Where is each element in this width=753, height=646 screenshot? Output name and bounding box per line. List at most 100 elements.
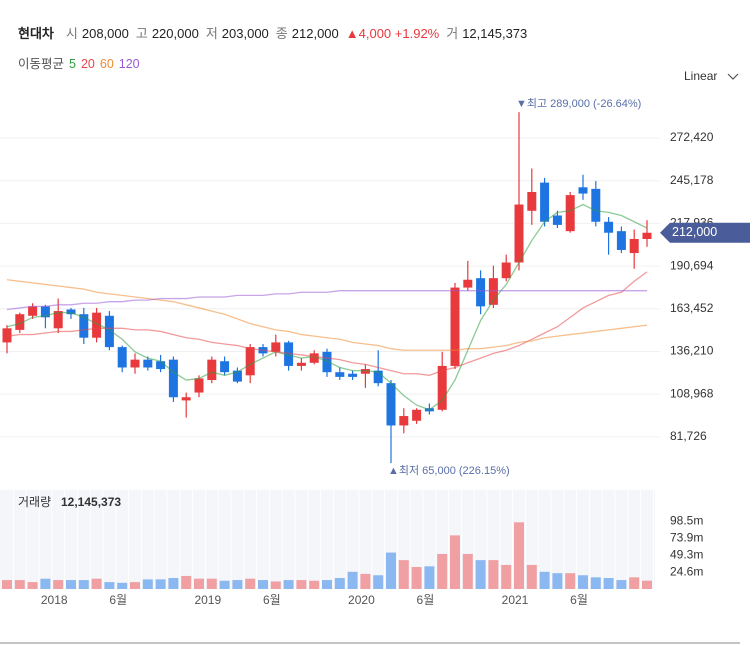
candle-body [104,315,114,348]
quote-value: 203,000 [221,26,269,41]
x-tick-label: 2019 [194,593,221,607]
volume-bar [53,580,64,589]
candle-body [412,409,422,421]
candle-body [578,187,588,194]
legend-title: 이동평균 [18,57,65,71]
moving-average-line [6,271,648,376]
quote-value: 12,145,373 [462,26,528,41]
candle-body [642,232,652,239]
y-tick-label: 163,452 [670,301,714,315]
volume-bar [398,560,409,589]
candle-body [79,314,89,338]
candle-body [437,365,447,410]
quote-label: 시 [65,26,78,41]
y-tick-label: 136,210 [670,344,714,358]
volume-bar [130,582,140,589]
volume-bar [462,553,473,589]
legend-entry: 20 [80,57,95,71]
volume-bar [565,573,576,589]
scale-menu-chevron[interactable] [727,73,739,80]
volume-bar [642,580,652,589]
volume-bar [501,564,512,589]
candle-body [207,359,217,381]
scale-menu[interactable]: Linear [684,69,717,83]
candle-body [629,238,639,254]
y-tick-label: 272,420 [670,130,714,144]
volume-bar [514,522,524,589]
candle-body [463,279,473,288]
y-tick-label: 108,968 [670,386,714,400]
candle-body [565,195,575,232]
volume-bar [629,577,640,589]
candle-body [143,359,153,368]
x-tick-label: 2018 [41,593,68,607]
volume-bar [347,571,358,589]
candle-body [360,369,370,374]
x-tick-label: 6월 [570,593,588,607]
volume-bar [283,580,294,589]
volume-bar [296,580,307,589]
candle-body [296,362,306,366]
candle-body [245,347,255,376]
y-tick-label: 190,694 [670,258,714,272]
candle-body [540,182,550,222]
candle-body [232,370,242,382]
quote-header: 현대차 시 208,000 고 220,000 저 203,000 종 212,000 ▲4,00… [18,23,534,42]
volume-bar [590,577,601,589]
candle-body [616,231,626,250]
price-change: ▲4,000 +1.92% [345,26,440,41]
quote-value: 212,000 [291,26,339,41]
candle-body [335,372,345,377]
volume-bar [194,578,204,589]
volume-bar [14,580,25,589]
candle-body [15,314,25,330]
volume-bar [616,580,627,589]
volume-bar [78,580,89,589]
volume-bar [245,578,256,589]
candle-body [309,353,319,363]
candle-body [399,416,409,426]
volume-bar [104,582,115,589]
volume-bar [66,580,76,589]
volume-bar [386,552,396,589]
y-tick-label: 73.9m [670,530,703,544]
quote-value: 208,000 [81,26,129,41]
candle-body [476,278,486,307]
last-price-badge [660,222,750,243]
y-tick-label: 245,178 [670,173,714,187]
candle-body [501,262,511,279]
stock-name: 현대차 [18,26,54,41]
candle-body [92,312,102,338]
legend-entry: 60 [99,57,114,71]
x-tick-label: 6월 [417,593,435,607]
candle-body [28,306,38,316]
moving-average-line [6,203,648,411]
quote-value: 220,000 [151,26,199,41]
last-price-label: 212,000 [672,225,717,239]
volume-bar [40,578,51,589]
candle-body [514,204,524,263]
quote-label: 저 [205,26,218,41]
y-tick-label: 81,726 [670,429,707,443]
y-tick-label: 49.3m [670,547,703,561]
volume-bar [2,580,12,589]
volume-bar [258,580,268,589]
volume-bar [552,573,563,589]
volume-bar [117,582,128,589]
volume-bar [450,535,460,589]
volume-bar [526,564,537,589]
volume-bar [322,580,332,589]
moving-average-legend: 이동평균 5 20 60 120 [18,53,145,72]
candle-body [488,278,498,305]
volume-bar [603,578,614,589]
quote-label: 고 [135,26,148,41]
volume-value: 12,145,373 [61,495,121,509]
x-tick-label: 6월 [109,593,127,607]
candle-body [386,383,396,426]
candle-body [322,351,332,373]
moving-average-line [6,279,648,351]
quote-label: 거 [446,26,459,41]
candle-body [40,306,50,318]
